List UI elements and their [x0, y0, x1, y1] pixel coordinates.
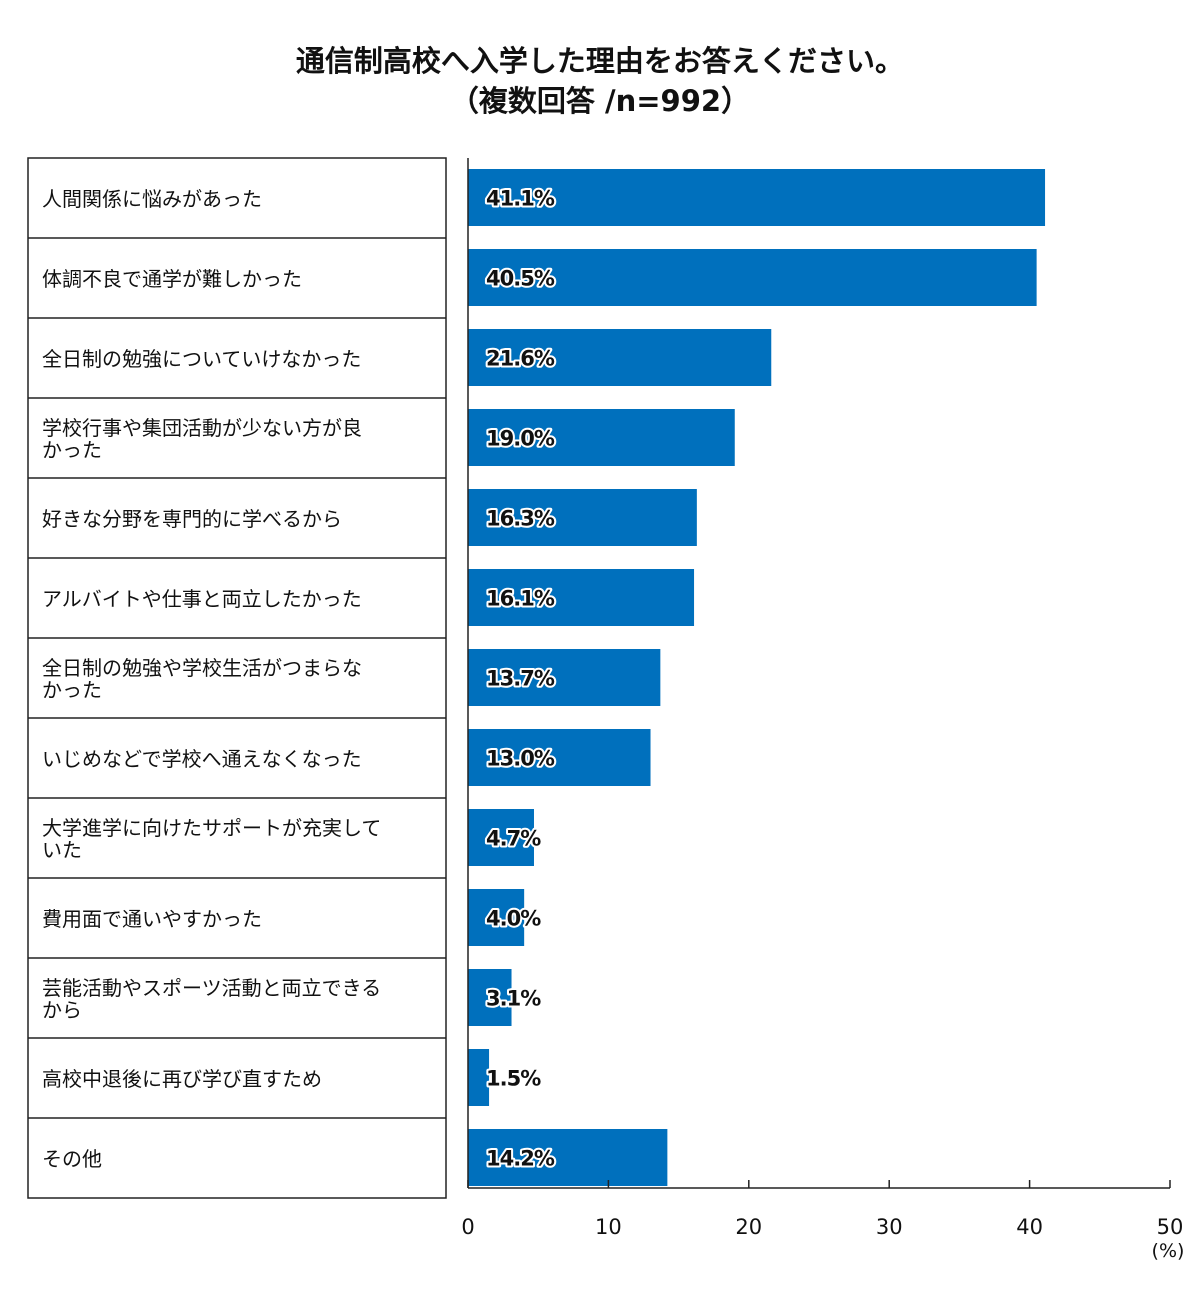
category-label: その他 — [42, 1147, 102, 1171]
bar — [468, 489, 697, 546]
category-label: 学校行事や集団活動が少ない方が良 — [42, 416, 362, 440]
bar-value-label: 13.7% — [486, 667, 555, 691]
x-tick-label: 20 — [735, 1215, 762, 1239]
bar-value-label: 4.7% — [486, 827, 541, 851]
category-label: いた — [42, 838, 82, 862]
bar — [468, 409, 735, 466]
category-label: かった — [42, 678, 102, 702]
bar — [468, 1129, 668, 1186]
bar — [468, 649, 661, 706]
bar — [468, 569, 695, 626]
bar-value-label: 16.3% — [486, 507, 555, 531]
bar-value-label: 19.0% — [486, 427, 555, 451]
category-label: いじめなどで学校へ通えなくなった — [42, 747, 362, 771]
category-label: かった — [42, 438, 102, 462]
chart-title-line2: （複数回答 /n=992） — [449, 84, 751, 118]
bar-value-label: 4.0% — [486, 907, 541, 931]
x-tick-label: 10 — [595, 1215, 622, 1239]
x-tick-label: 40 — [1016, 1215, 1043, 1239]
x-tick-label: 30 — [876, 1215, 903, 1239]
bar-value-label: 16.1% — [486, 587, 555, 611]
bar-value-label: 41.1% — [486, 187, 555, 211]
category-label: 費用面で通いやすかった — [42, 907, 262, 931]
category-label: 全日制の勉強や学校生活がつまらな — [42, 656, 362, 680]
category-table-frame — [27, 157, 447, 1199]
bar — [468, 329, 772, 386]
category-label: から — [42, 998, 82, 1022]
x-axis-unit: (%) — [1152, 1240, 1185, 1262]
bar — [468, 969, 512, 1026]
x-tick-label: 50 — [1157, 1215, 1184, 1239]
bar — [468, 889, 525, 946]
category-label: 高校中退後に再び学び直すため — [42, 1067, 322, 1091]
bar — [468, 169, 1046, 226]
category-label: 大学進学に向けたサポートが充実して — [42, 816, 381, 840]
category-label: 芸能活動やスポーツ活動と両立できる — [42, 976, 381, 1000]
bar — [468, 809, 534, 866]
bar-value-label: 40.5% — [486, 267, 555, 291]
bar-value-label: 21.6% — [486, 347, 555, 371]
category-label: アルバイトや仕事と両立したかった — [42, 587, 362, 611]
bar-value-label: 1.5% — [486, 1067, 541, 1091]
bar — [468, 729, 651, 786]
x-tick-label: 0 — [461, 1215, 474, 1239]
bar-value-label: 14.2% — [486, 1147, 555, 1171]
category-label: 全日制の勉強についていけなかった — [42, 347, 361, 371]
category-label: 体調不良で通学が難しかった — [42, 267, 302, 291]
bar — [468, 1049, 490, 1106]
category-label: 好きな分野を専門的に学べるから — [42, 507, 342, 531]
category-label: 人間関係に悩みがあった — [42, 187, 262, 211]
bar-value-label: 13.0% — [486, 747, 555, 771]
bar-value-label: 3.1% — [486, 987, 541, 1011]
bar — [468, 249, 1037, 306]
chart-title-line1: 通信制高校へ入学した理由をお答えください。 — [295, 44, 905, 78]
